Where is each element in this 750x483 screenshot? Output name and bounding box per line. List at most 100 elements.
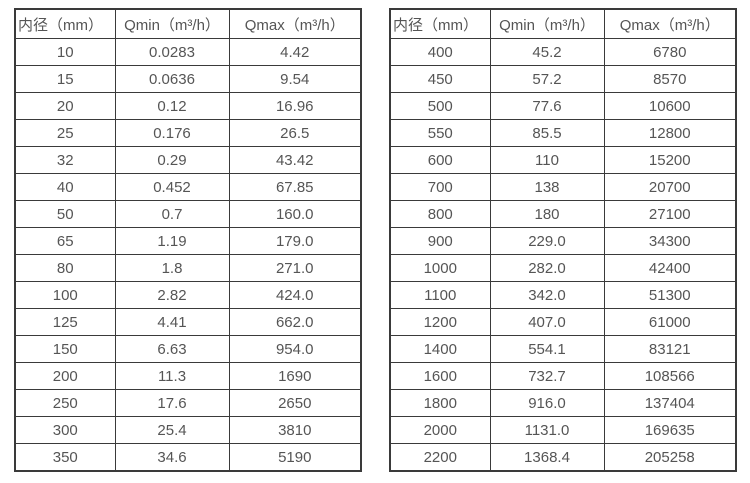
table-cell: 43.42: [228, 146, 362, 174]
table-cell: 342.0: [489, 281, 605, 309]
table-cell: 27100: [603, 200, 737, 228]
table-row: 500 77.6 10600: [389, 92, 737, 120]
table-cell: 11.3: [114, 362, 230, 390]
table-row: 40 0.452 67.85: [14, 173, 362, 201]
table-cell: 550: [389, 119, 491, 147]
table-cell: 732.7: [489, 362, 605, 390]
table-cell: 20700: [603, 173, 737, 201]
column-header: Qmax（m³/h）: [228, 8, 362, 39]
table-row: 600 110 15200: [389, 146, 737, 174]
table-row: 250 17.6 2650: [14, 389, 362, 417]
table-cell: 200: [14, 362, 116, 390]
table-cell: 3810: [228, 416, 362, 444]
table-row: 400 45.2 6780: [389, 38, 737, 66]
table-cell: 282.0: [489, 254, 605, 282]
table-cell: 15200: [603, 146, 737, 174]
table-row: 1600 732.7 108566: [389, 362, 737, 390]
table-row: 350 34.6 5190: [14, 443, 362, 472]
table-row: 125 4.41 662.0: [14, 308, 362, 336]
table-cell: 137404: [603, 389, 737, 417]
table-cell: 662.0: [228, 308, 362, 336]
table-cell: 800: [389, 200, 491, 228]
table-cell: 916.0: [489, 389, 605, 417]
table-row: 15 0.0636 9.54: [14, 65, 362, 93]
table-cell: 25: [14, 119, 116, 147]
table-cell: 1100: [389, 281, 491, 309]
table-cell: 300: [14, 416, 116, 444]
table-cell: 25.4: [114, 416, 230, 444]
table-cell: 150: [14, 335, 116, 363]
flow-rate-tables-container: 内径（mm） Qmin（m³/h） Qmax（m³/h） 10 0.0283 4.42 1…: [14, 8, 737, 472]
table-cell: 1000: [389, 254, 491, 282]
table-row: 1200 407.0 61000: [389, 308, 737, 336]
table-cell: 138: [489, 173, 605, 201]
table-cell: 34300: [603, 227, 737, 255]
table-cell: 4.41: [114, 308, 230, 336]
table-cell: 40: [14, 173, 116, 201]
table-cell: 4.42: [228, 38, 362, 66]
table-cell: 500: [389, 92, 491, 120]
table-row: 1000 282.0 42400: [389, 254, 737, 282]
table-row: 300 25.4 3810: [14, 416, 362, 444]
table-cell: 2650: [228, 389, 362, 417]
table-cell: 1400: [389, 335, 491, 363]
table-row: 65 1.19 179.0: [14, 227, 362, 255]
table-row: 25 0.176 26.5: [14, 119, 362, 147]
table-cell: 77.6: [489, 92, 605, 120]
table-cell: 179.0: [228, 227, 362, 255]
table-cell: 9.54: [228, 65, 362, 93]
table-cell: 42400: [603, 254, 737, 282]
flow-table-small-diameters: 内径（mm） Qmin（m³/h） Qmax（m³/h） 10 0.0283 4.42 1…: [14, 8, 362, 472]
table-cell: 57.2: [489, 65, 605, 93]
table-cell: 954.0: [228, 335, 362, 363]
table-row: 1100 342.0 51300: [389, 281, 737, 309]
table-row: 900 229.0 34300: [389, 227, 737, 255]
table-cell: 554.1: [489, 335, 605, 363]
table-cell: 350: [14, 443, 116, 472]
table-cell: 20: [14, 92, 116, 120]
table-cell: 1800: [389, 389, 491, 417]
table-cell: 61000: [603, 308, 737, 336]
table-row: 32 0.29 43.42: [14, 146, 362, 174]
table-cell: 180: [489, 200, 605, 228]
table-cell: 900: [389, 227, 491, 255]
table-row: 1400 554.1 83121: [389, 335, 737, 363]
table-row: 1800 916.0 137404: [389, 389, 737, 417]
header-row: 内径（mm） Qmin（m³/h） Qmax（m³/h）: [14, 8, 362, 39]
table-cell: 0.12: [114, 92, 230, 120]
table-row: 550 85.5 12800: [389, 119, 737, 147]
table-row: 20 0.12 16.96: [14, 92, 362, 120]
table-cell: 400: [389, 38, 491, 66]
table-cell: 700: [389, 173, 491, 201]
table-header: 内径（mm） Qmin（m³/h） Qmax（m³/h）: [389, 8, 737, 39]
table-cell: 65: [14, 227, 116, 255]
table-cell: 2.82: [114, 281, 230, 309]
table-cell: 0.452: [114, 173, 230, 201]
column-header: 内径（mm）: [14, 8, 116, 39]
table-row: 2200 1368.4 205258: [389, 443, 737, 472]
table-cell: 0.29: [114, 146, 230, 174]
table-cell: 1368.4: [489, 443, 605, 472]
table-cell: 1200: [389, 308, 491, 336]
table-cell: 0.7: [114, 200, 230, 228]
table-cell: 45.2: [489, 38, 605, 66]
table-cell: 229.0: [489, 227, 605, 255]
table-cell: 67.85: [228, 173, 362, 201]
table-cell: 6780: [603, 38, 737, 66]
table-row: 150 6.63 954.0: [14, 335, 362, 363]
table-cell: 26.5: [228, 119, 362, 147]
column-header: Qmax（m³/h）: [603, 8, 737, 39]
table-cell: 17.6: [114, 389, 230, 417]
table-cell: 80: [14, 254, 116, 282]
table-cell: 85.5: [489, 119, 605, 147]
table-cell: 1.8: [114, 254, 230, 282]
table-body: 10 0.0283 4.42 15 0.0636 9.54 20 0.12 16.96 25 0.1…: [14, 38, 362, 472]
table-cell: 407.0: [489, 308, 605, 336]
table-cell: 10: [14, 38, 116, 66]
table-cell: 51300: [603, 281, 737, 309]
table-row: 50 0.7 160.0: [14, 200, 362, 228]
table-row: 800 180 27100: [389, 200, 737, 228]
table-cell: 5190: [228, 443, 362, 472]
table-header: 内径（mm） Qmin（m³/h） Qmax（m³/h）: [14, 8, 362, 39]
table-cell: 0.0636: [114, 65, 230, 93]
